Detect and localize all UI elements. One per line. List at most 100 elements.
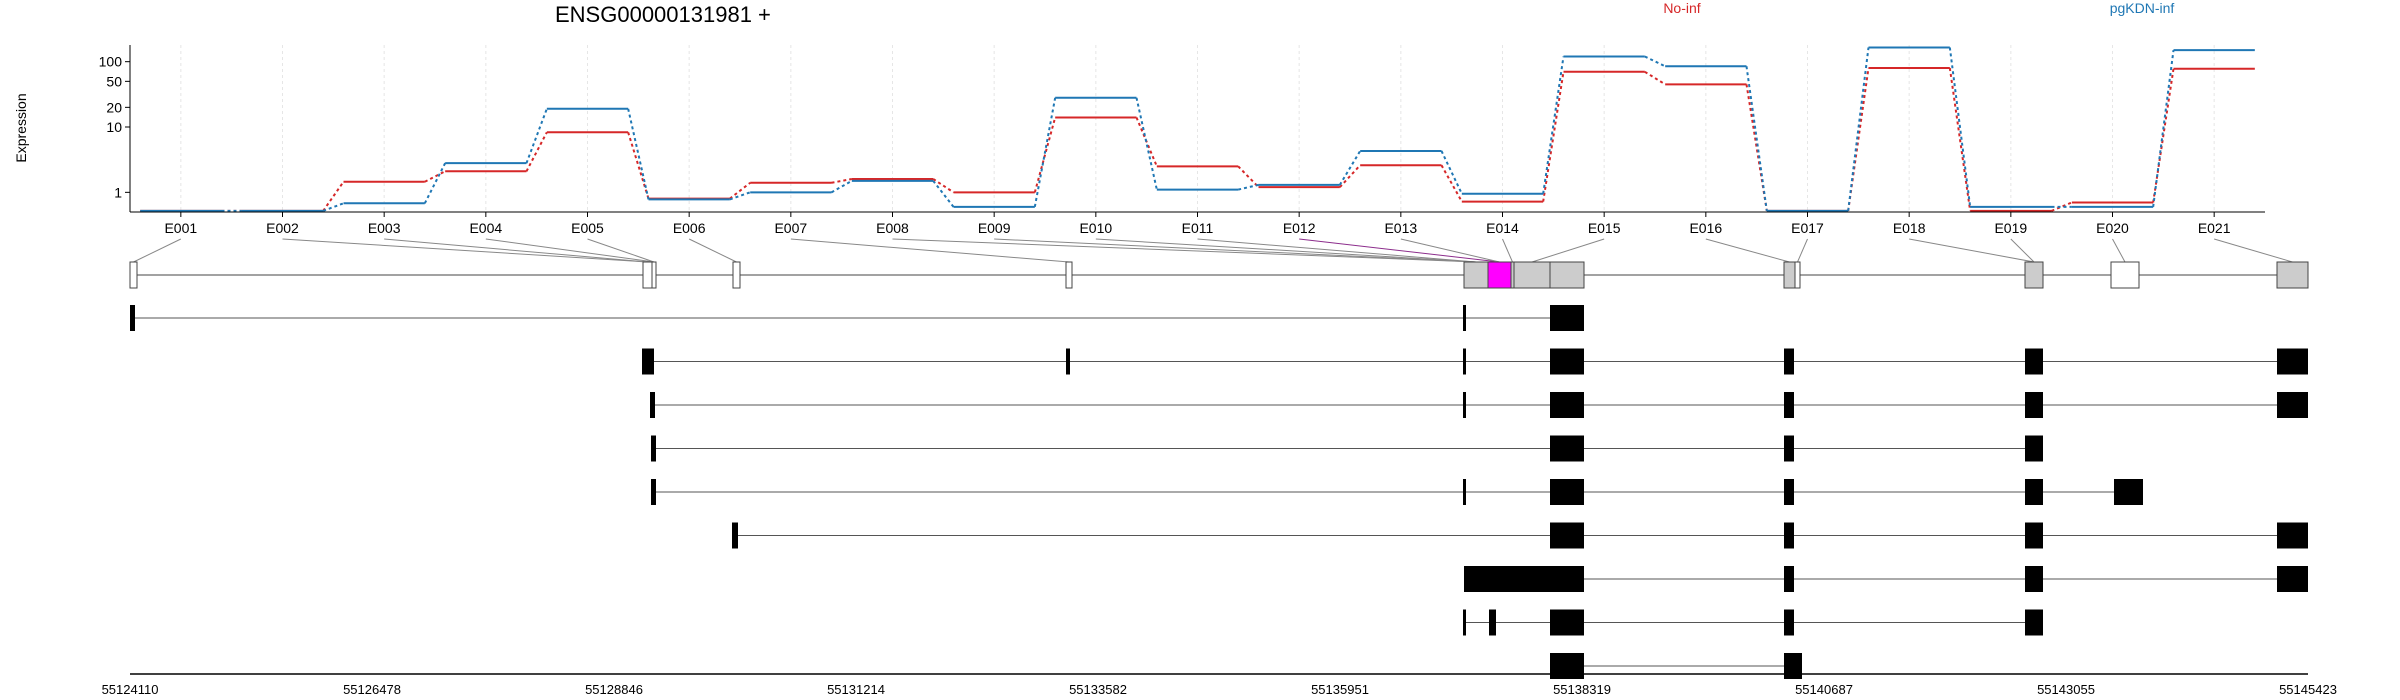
- y-axis-label: Expression: [13, 93, 29, 162]
- exon-connector: [1095, 238, 1477, 263]
- genomic-coordinate-label: 55140687: [1795, 682, 1853, 697]
- transcript-exon: [1784, 653, 1802, 679]
- exon-label-E002: E002: [266, 220, 299, 236]
- series-0-connector: [1339, 164, 1361, 188]
- genomic-coordinate-axis: 55124110 55126478 55128846 55131214 55133582…: [102, 673, 2337, 697]
- transcript-exon: [2025, 609, 2043, 636]
- exon-label-E020: E020: [2096, 220, 2129, 236]
- series-1-connector: [525, 108, 548, 164]
- exon-label-E007: E007: [774, 220, 807, 236]
- series-0-connector: [2152, 68, 2175, 203]
- exon-connector: [1502, 238, 1513, 263]
- exon-connector: [587, 238, 655, 263]
- transcript-exon: [2277, 348, 2308, 375]
- gene-model-exon: [1549, 261, 1585, 289]
- transcript-exon: [1489, 609, 1496, 636]
- exon-label-E011: E011: [1182, 220, 1214, 236]
- transcript-exon: [1463, 348, 1466, 375]
- genomic-coordinate-label: 55145423: [2279, 682, 2337, 697]
- transcript-exon: [1550, 653, 1584, 679]
- series-1-connector: [1542, 56, 1565, 194]
- series-0-connector: [932, 178, 955, 194]
- series-0-connector: [1847, 67, 1870, 212]
- transcript-exon: [1463, 479, 1466, 505]
- transcript-exon: [2025, 435, 2043, 462]
- exon-labels: E001 E002 E003 E004 E005 E006 E007 E008 E009 E010…: [164, 220, 2230, 236]
- transcript-exon: [650, 392, 655, 418]
- exon-connector: [282, 238, 648, 263]
- transcript-exon: [1550, 435, 1584, 462]
- transcript-exon: [2277, 566, 2308, 592]
- exon-label-E005: E005: [571, 220, 604, 236]
- transcript-exon: [1784, 609, 1794, 636]
- series-1-connector: [322, 202, 344, 212]
- series-1-connector: [1745, 66, 1768, 212]
- transcript-exon: [1463, 305, 1466, 331]
- exon-label-E006: E006: [673, 220, 706, 236]
- exon-label-E016: E016: [1689, 220, 1722, 236]
- series-1-connector: [1644, 55, 1666, 68]
- series-1-connector: [1135, 97, 1158, 190]
- exon-connector: [1797, 238, 1808, 263]
- series-1-connector: [1338, 150, 1362, 186]
- exon-label-E021: E021: [2198, 220, 2231, 236]
- series-0-connector: [525, 131, 548, 172]
- exon-label-E018: E018: [1893, 220, 1926, 236]
- series-1-connector: [1948, 47, 1972, 207]
- genomic-coordinate-label: 55131214: [827, 682, 885, 697]
- series-0-connector: [1033, 117, 1057, 193]
- transcript-exon: [1550, 522, 1584, 549]
- exon-label-E012: E012: [1283, 220, 1316, 236]
- exon-label-E008: E008: [876, 220, 909, 236]
- transcript-exon: [1784, 522, 1794, 549]
- genomic-coordinate-label: 55143055: [2037, 682, 2095, 697]
- exon-connector: [1400, 238, 1500, 263]
- genomic-coordinate-label: 55128846: [585, 682, 643, 697]
- legend-pgkdn-inf: pgKDN-inf: [2110, 0, 2175, 16]
- gene-model-exon: [732, 261, 741, 289]
- y-tick-label: 1: [114, 184, 122, 200]
- series-0-connector: [1542, 71, 1565, 202]
- exon-label-E014: E014: [1486, 220, 1519, 236]
- series-0-connector: [1237, 165, 1260, 188]
- chart-title: ENSG00000131981 +: [555, 2, 771, 27]
- gene-model-exon: [642, 261, 653, 289]
- exon-connector: [1909, 238, 2035, 263]
- series-0-connector: [1948, 67, 1972, 212]
- y-tick-label: 20: [106, 99, 122, 115]
- exon-connector: [485, 238, 655, 263]
- transcript-exon: [1066, 348, 1070, 375]
- transcript-exon: [1550, 305, 1584, 331]
- exon-connector: [688, 238, 737, 263]
- exon-label-E015: E015: [1588, 220, 1621, 236]
- transcript-exon: [1550, 348, 1584, 375]
- series-0-connector: [2051, 201, 2073, 212]
- transcript-exon: [2277, 522, 2308, 549]
- gene-model: [129, 261, 2309, 289]
- series-0-connector: [424, 170, 446, 183]
- transcript-exon: [130, 305, 135, 331]
- transcript-exon: [1784, 392, 1794, 418]
- exon-label-E010: E010: [1079, 220, 1112, 236]
- genomic-coordinate-label: 55133582: [1069, 682, 1127, 697]
- transcript-exon: [1463, 392, 1466, 418]
- gene-model-exon: [2110, 261, 2140, 289]
- exon-connector-lines: [133, 238, 2293, 263]
- transcript-exon: [2025, 522, 2043, 549]
- transcript-exon: [2114, 479, 2143, 505]
- genomic-coordinate-label: 55124110: [102, 682, 159, 697]
- transcript-exon: [1550, 479, 1584, 505]
- y-tick-label: 10: [106, 119, 122, 135]
- gene-model-exon: [129, 261, 138, 289]
- exon-connector: [790, 238, 1070, 263]
- transcript-exon: [1463, 609, 1466, 636]
- exon-connector: [384, 238, 648, 263]
- series-1-connector: [1237, 183, 1259, 191]
- series-0-connector: [627, 131, 650, 199]
- gene-model-exon: [1513, 261, 1551, 289]
- gene-model-exon: [1487, 261, 1512, 289]
- exon-label-E001: E001: [164, 220, 197, 236]
- transcript-exon: [651, 435, 656, 462]
- transcript-exon: [1784, 348, 1794, 375]
- transcript-exon: [1784, 479, 1794, 505]
